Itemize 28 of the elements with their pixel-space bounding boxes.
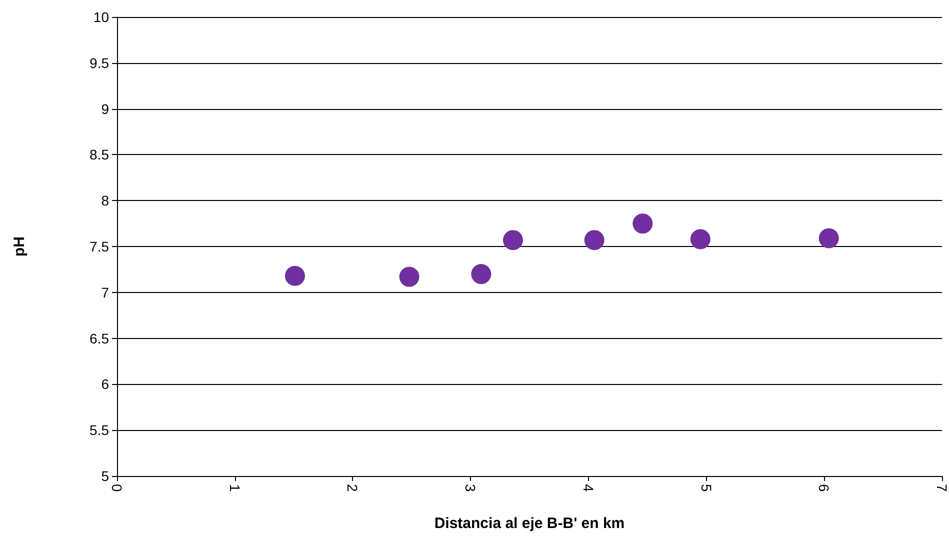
point — [690, 229, 710, 250]
x-tick-label: 2 — [344, 484, 361, 492]
point — [818, 228, 839, 248]
x-tick-label: 4 — [580, 484, 596, 492]
point — [284, 266, 305, 286]
y-tick-label: 6 — [101, 376, 110, 392]
y-tick-label: 5.5 — [90, 422, 110, 438]
point — [584, 230, 604, 250]
point — [632, 214, 653, 234]
y-tick-label: 6.5 — [90, 330, 110, 346]
point — [399, 266, 420, 287]
x-tick-label: 0 — [109, 484, 125, 492]
y-tick-label: 7.5 — [90, 238, 110, 254]
y-tick-label: 8 — [101, 192, 110, 209]
x-tick-label: 5 — [698, 484, 714, 492]
y-tick-label: 9 — [101, 100, 110, 117]
y-tick-label: 8.5 — [90, 146, 110, 163]
x-tick-label: 6 — [816, 484, 832, 492]
y-axis-title: pH — [11, 236, 28, 256]
x-tick-label: 3 — [462, 484, 479, 492]
x-axis-title: Distancia al eje B-B' en km — [434, 515, 625, 532]
point — [471, 264, 492, 284]
x-tick-label: 1 — [226, 484, 243, 492]
point — [503, 230, 523, 250]
y-tick-label: 10 — [93, 9, 110, 25]
y-tick-label: 9.5 — [90, 54, 110, 71]
y-tick-label: 7 — [101, 284, 110, 300]
x-tick-label: 7 — [934, 484, 949, 492]
